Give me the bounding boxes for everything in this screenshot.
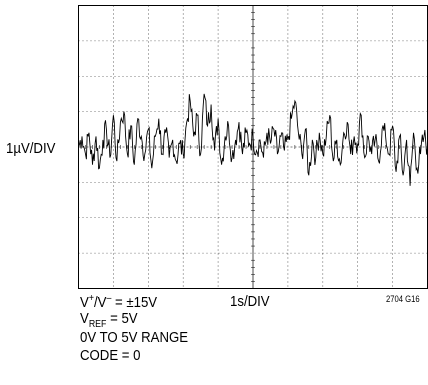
supply-plus: + xyxy=(88,293,94,304)
range-label: 0V TO 5V RANGE xyxy=(80,329,189,346)
supply-minus: – xyxy=(106,293,112,304)
x-scale-label: 1s/DIV xyxy=(230,293,270,310)
code-label: CODE = 0 xyxy=(80,347,141,364)
supply-v: V xyxy=(80,294,89,311)
supply-slash: /V xyxy=(93,294,107,311)
y-scale-label: 1µV/DIV xyxy=(6,140,56,157)
vref-label: VREF = 5V xyxy=(80,310,138,334)
vref-value: = 5V xyxy=(106,310,138,327)
figure-id: 2704 G16 xyxy=(386,294,420,304)
noise-trace xyxy=(78,93,428,186)
supply-value: = ±15V xyxy=(111,294,158,311)
supply-voltage-label: V+/V– = ±15V xyxy=(80,290,157,312)
vref-sub: REF xyxy=(88,319,107,330)
plot-grid xyxy=(78,5,428,289)
vref-v: V xyxy=(80,310,89,327)
